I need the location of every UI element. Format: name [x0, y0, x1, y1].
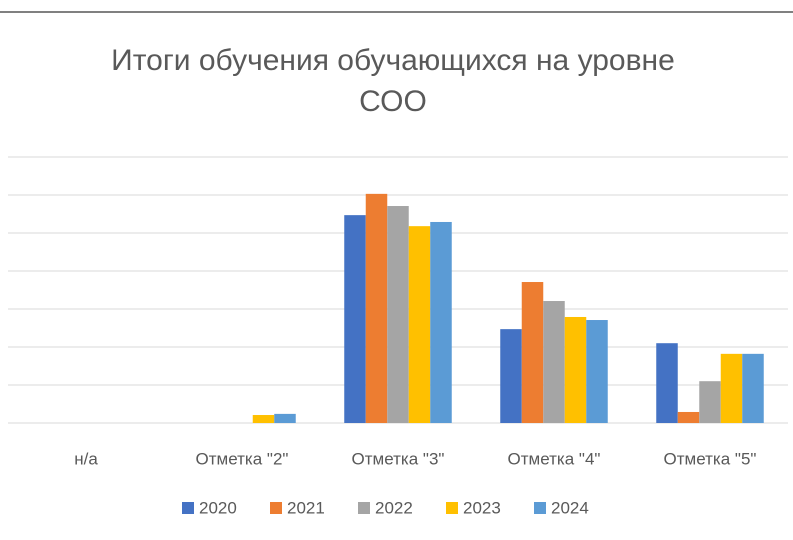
bar	[430, 221, 452, 423]
legend-label: 2023	[463, 498, 501, 517]
chart-title: СОО	[359, 85, 427, 118]
bar	[699, 381, 721, 423]
legend-swatch	[534, 502, 546, 514]
bar	[521, 282, 544, 423]
bar	[365, 193, 388, 423]
bar	[720, 353, 743, 423]
bar	[543, 301, 565, 423]
bar	[500, 329, 522, 423]
chart-title: Итоги обучения обучающихся на уровне	[111, 44, 675, 77]
legend-label: 2024	[551, 498, 589, 517]
bar	[564, 316, 587, 423]
x-tick-label: Отметка "4"	[508, 449, 601, 468]
bar	[656, 343, 678, 423]
bar	[274, 413, 296, 423]
bar	[387, 206, 409, 423]
legend-swatch	[182, 502, 194, 514]
legend-label: 2022	[375, 498, 413, 517]
bar	[742, 353, 764, 423]
legend-swatch	[446, 502, 458, 514]
x-tick-label: Отметка "5"	[664, 449, 757, 468]
legend-label: 2020	[199, 498, 237, 517]
bar	[408, 226, 431, 423]
legend-swatch	[358, 502, 370, 514]
legend-swatch	[270, 502, 282, 514]
bar	[252, 415, 275, 423]
legend-label: 2021	[287, 498, 325, 517]
bar	[344, 215, 366, 423]
x-tick-label: Отметка "3"	[352, 449, 445, 468]
bar	[586, 320, 608, 423]
x-tick-label: Отметка "2"	[196, 449, 289, 468]
bar	[677, 411, 700, 423]
x-tick-label: н/а	[74, 449, 98, 468]
